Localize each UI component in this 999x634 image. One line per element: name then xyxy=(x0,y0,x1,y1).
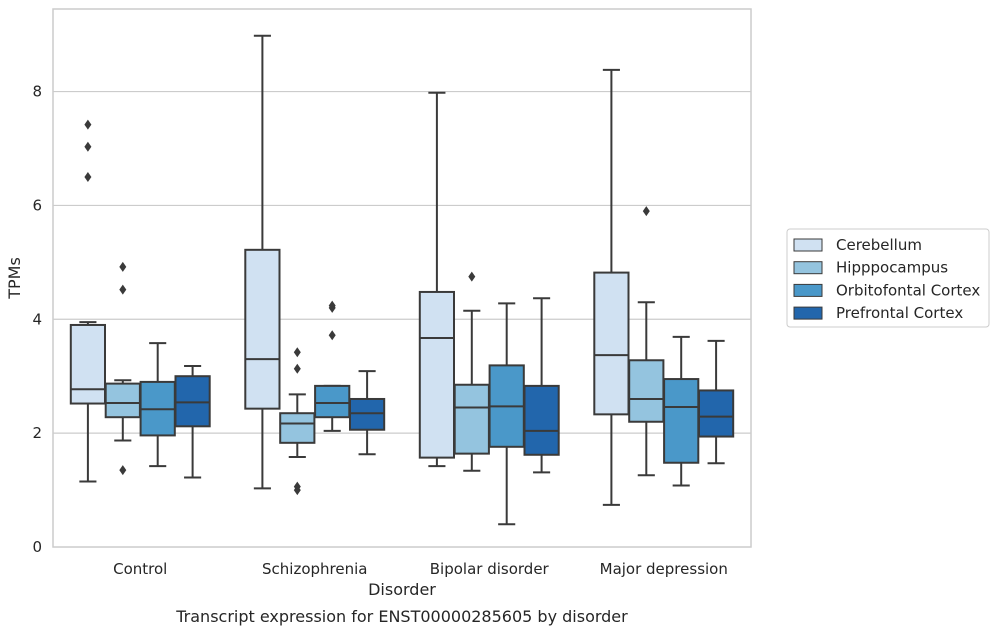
y-tick-label: 2 xyxy=(32,424,42,442)
box-0-2 xyxy=(139,342,176,468)
box-1-2 xyxy=(314,300,351,432)
box-body xyxy=(663,378,700,464)
box-body xyxy=(174,375,211,428)
box-2-2 xyxy=(488,302,525,526)
box-2-0 xyxy=(418,91,456,468)
box-body xyxy=(244,248,281,410)
box-3-2 xyxy=(663,335,700,487)
box-1-1 xyxy=(279,347,316,496)
legend-frame xyxy=(786,228,990,328)
box-2-3 xyxy=(523,297,560,474)
box-body xyxy=(593,271,630,416)
box-body xyxy=(279,412,316,444)
outlier-point xyxy=(293,481,301,492)
box-body xyxy=(314,384,351,419)
legend-swatch xyxy=(793,238,823,252)
x-tick-label: Major depression xyxy=(600,560,728,578)
legend-swatch xyxy=(793,283,823,297)
x-axis-label: Disorder xyxy=(368,580,436,599)
box-1-0 xyxy=(244,34,281,490)
box-1-3 xyxy=(348,370,386,456)
box-0-1 xyxy=(104,261,141,476)
legend-swatch xyxy=(793,306,823,320)
box-3-3 xyxy=(697,339,735,465)
legend-label: Hipppocampus xyxy=(836,259,948,277)
box-body xyxy=(348,397,386,431)
outlier-point xyxy=(84,119,92,130)
box-body xyxy=(523,384,560,456)
y-tick-label: 4 xyxy=(32,310,42,328)
box-body xyxy=(628,359,665,423)
outlier-point xyxy=(328,300,336,311)
outlier-point xyxy=(293,363,301,374)
outlier-point xyxy=(119,261,127,272)
outlier-point xyxy=(468,271,476,282)
x-tick-label: Schizophrenia xyxy=(262,560,367,578)
legend-label: Prefrontal Cortex xyxy=(836,304,963,322)
box-3-1 xyxy=(628,206,665,477)
outlier-point xyxy=(119,465,127,476)
boxes xyxy=(69,34,735,526)
box-0-3 xyxy=(174,364,211,479)
y-tick-label: 8 xyxy=(32,83,42,101)
outlier-point xyxy=(642,206,650,217)
y-axis-label: TPMs xyxy=(5,257,24,300)
x-tick-labels: Control Schizophrenia Bipolar disorder Majo… xyxy=(113,560,728,578)
chart-caption: Transcript expression for ENST0000028560… xyxy=(175,607,628,626)
box-body xyxy=(104,382,141,419)
box-body xyxy=(418,290,456,459)
legend-label: Cerebellum xyxy=(836,236,922,254)
box-body xyxy=(453,383,490,455)
x-tick-label: Control xyxy=(113,560,167,578)
outlier-point xyxy=(84,171,92,182)
box-3-0 xyxy=(593,68,630,506)
outlier-point xyxy=(119,284,127,295)
box-2-1 xyxy=(453,271,490,472)
plot-frame xyxy=(52,8,752,548)
outlier-point xyxy=(84,141,92,152)
outlier-point xyxy=(293,347,301,358)
y-tick-label: 0 xyxy=(32,538,42,556)
box-body xyxy=(697,389,735,438)
legend-label: Orbitofontal Cortex xyxy=(836,281,980,299)
legend: Cerebellum Hipppocampus Orbitofontal Corte… xyxy=(786,228,990,328)
box-body xyxy=(69,323,107,405)
x-tick-label: Bipolar disorder xyxy=(430,560,550,578)
y-tick-label: 6 xyxy=(32,196,42,214)
outlier-point xyxy=(328,330,336,341)
y-tick-labels: 0 2 4 6 8 xyxy=(32,83,42,556)
legend-swatch xyxy=(793,261,823,275)
box-0-0 xyxy=(69,119,107,483)
